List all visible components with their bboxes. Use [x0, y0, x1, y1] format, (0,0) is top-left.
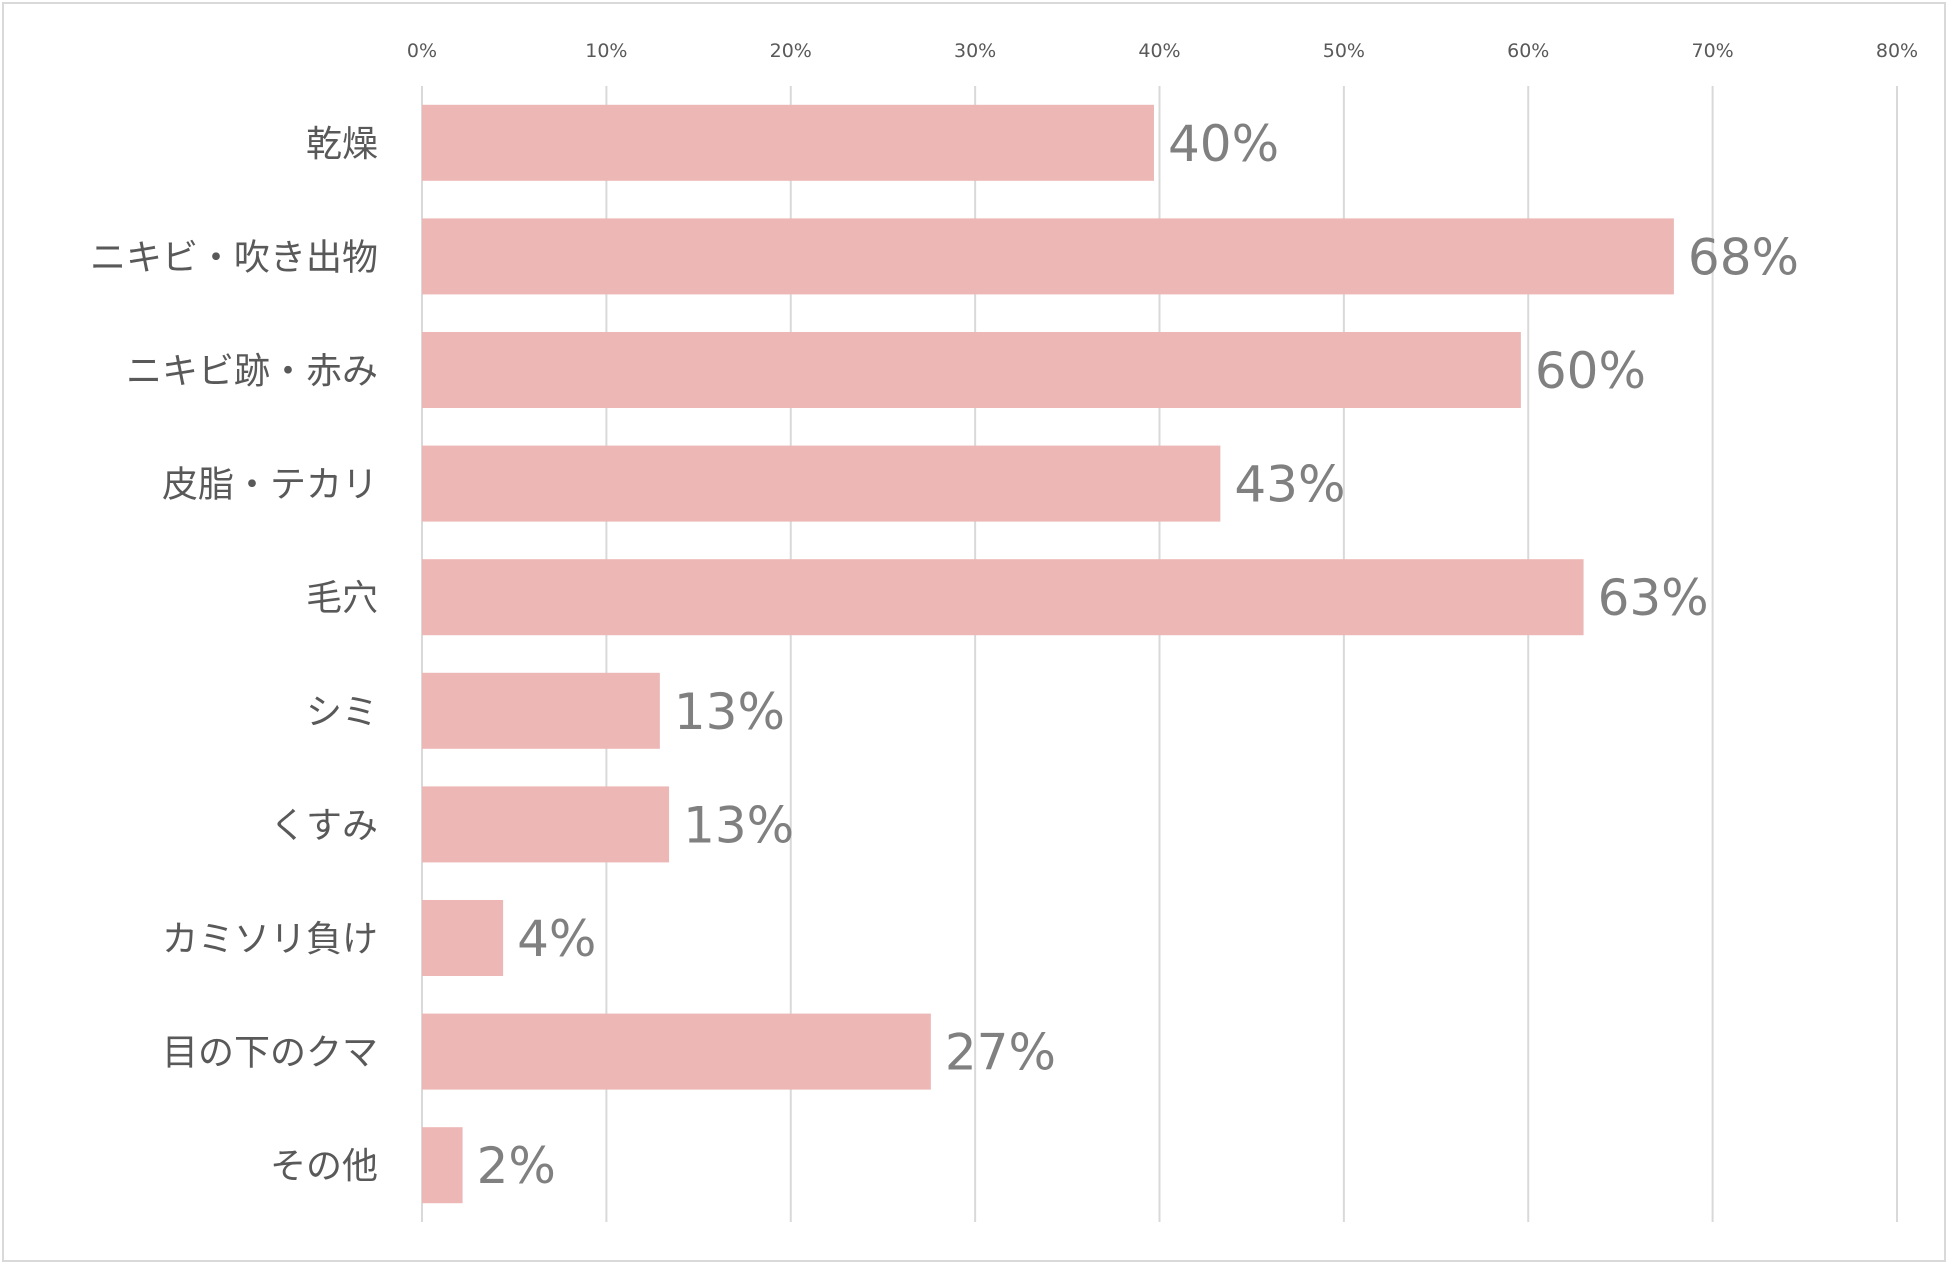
x-tick-label: 30% [954, 40, 996, 62]
category-label: カミソリ負け [162, 919, 378, 960]
category-label: 毛穴 [306, 578, 378, 619]
data-label: 63% [1598, 569, 1709, 627]
data-label: 40% [1168, 115, 1279, 173]
data-label: 68% [1688, 228, 1799, 286]
bar [422, 1013, 931, 1090]
data-label: 4% [517, 910, 596, 968]
category-label: ニキビ跡・赤み [126, 351, 378, 392]
category-label: 乾燥 [306, 124, 378, 165]
category-label: くすみ [270, 805, 378, 846]
bar [422, 786, 670, 863]
category-label: ニキビ・吹き出物 [90, 237, 378, 278]
x-tick-label: 20% [770, 40, 812, 62]
x-tick-label: 40% [1138, 40, 1180, 62]
bar [422, 218, 1674, 295]
bar [422, 445, 1221, 522]
bar [422, 900, 504, 976]
data-label: 13% [674, 683, 785, 741]
x-tick-label: 70% [1692, 40, 1734, 62]
bar [422, 559, 1584, 636]
x-tick-label: 10% [585, 40, 627, 62]
data-label: 27% [945, 1024, 1056, 1082]
bar [422, 1127, 463, 1204]
category-label: 皮脂・テカリ [162, 465, 378, 506]
x-tick-label: 60% [1507, 40, 1549, 62]
bar [422, 672, 660, 749]
bar [422, 332, 1521, 408]
x-tick-label: 0% [407, 40, 437, 62]
data-label: 43% [1234, 456, 1345, 514]
category-label: シミ [306, 692, 378, 733]
data-label: 60% [1535, 342, 1646, 400]
data-label: 2% [477, 1137, 556, 1195]
category-label: 目の下のクマ [162, 1033, 378, 1074]
data-label: 13% [683, 796, 794, 854]
category-label: その他 [270, 1146, 378, 1187]
x-tick-label: 80% [1876, 40, 1918, 62]
x-tick-label: 50% [1323, 40, 1365, 62]
bar [422, 104, 1154, 181]
